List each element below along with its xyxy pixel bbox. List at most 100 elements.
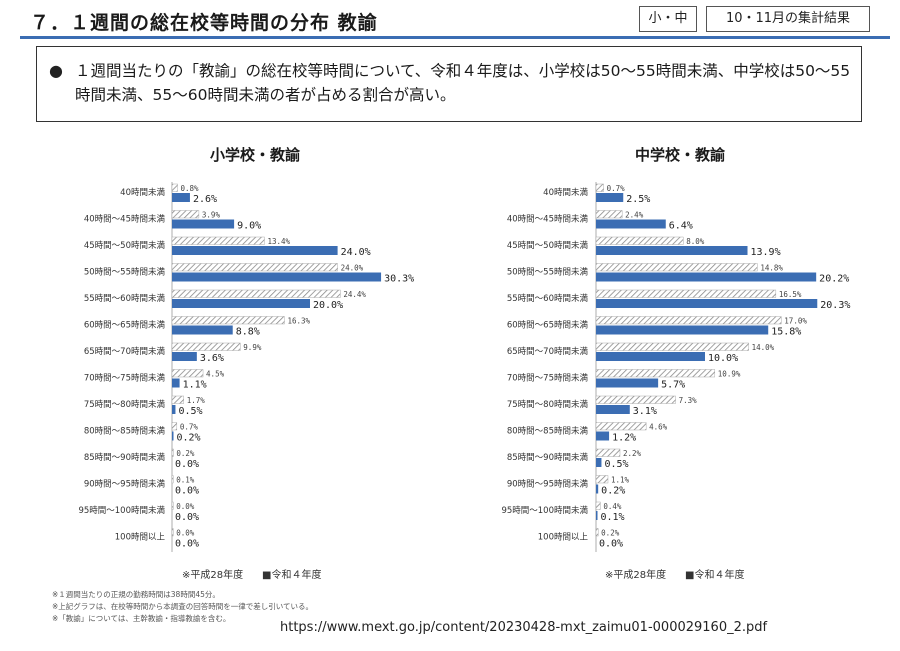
bar-old	[595, 422, 647, 431]
bar-old	[595, 475, 609, 484]
legend-old: ※平成28年度	[182, 568, 243, 581]
data-label-new: 2.6%	[193, 194, 217, 205]
source-url[interactable]: https://www.mext.go.jp/content/20230428-…	[280, 620, 768, 635]
data-label-new: 3.1%	[633, 406, 657, 417]
footnote: ※上記グラフは、在校等時間から本調査の回答時間を一律で差し引いている。	[52, 602, 314, 611]
bar-new	[596, 431, 610, 441]
category-label: 40時間～45時間未満	[507, 214, 589, 225]
data-label-old: 24.0%	[341, 264, 364, 273]
category-label: 70時間～75時間未満	[507, 373, 589, 384]
data-label-old: 2.4%	[625, 211, 644, 220]
category-label: 80時間～85時間未満	[84, 426, 166, 437]
bar-new	[596, 246, 748, 255]
bar-old	[171, 395, 184, 404]
category-label: 60時間～65時間未満	[507, 320, 589, 331]
bar-old	[595, 342, 749, 351]
data-label-new: 3.6%	[200, 353, 224, 364]
data-label-old: 0.4%	[603, 502, 622, 511]
data-label-new: 30.3%	[384, 274, 414, 285]
bar-old	[171, 236, 265, 245]
bar-new	[596, 511, 598, 520]
data-label-old: 0.7%	[607, 184, 626, 193]
bar-old	[595, 316, 782, 325]
bar-new	[596, 405, 630, 414]
bar-new	[596, 272, 817, 282]
category-label: 75時間～80時間未満	[84, 399, 166, 410]
bar-old	[171, 422, 178, 431]
category-label: 55時間～60時間未満	[507, 293, 589, 304]
bar-new	[172, 219, 235, 229]
data-label-old: 9.9%	[243, 343, 262, 352]
data-label-old: 1.1%	[611, 476, 630, 485]
bar-old	[171, 289, 341, 298]
bar-old	[171, 316, 285, 325]
data-label-new: 0.5%	[604, 459, 628, 470]
category-label: 85時間～90時間未満	[507, 452, 589, 463]
category-label: 45時間～50時間未満	[84, 240, 166, 251]
data-label-new: 0.5%	[178, 406, 202, 417]
data-label-old: 0.2%	[176, 449, 195, 458]
data-label-new: 0.0%	[175, 486, 199, 497]
category-label: 75時間～80時間未満	[507, 399, 589, 410]
bar-old	[595, 263, 758, 272]
bar-new	[596, 193, 624, 202]
bar-new	[172, 325, 233, 335]
data-label-old: 0.0%	[176, 502, 195, 511]
category-label: 60時間～65時間未満	[84, 320, 166, 331]
bar-old	[595, 395, 676, 404]
bar-new	[596, 458, 602, 467]
bar-new	[172, 405, 176, 414]
bar-old	[595, 501, 601, 510]
bar-new	[172, 299, 310, 308]
distribution-charts: 小学校・教諭 40時間未満 0.8%2.6% 40時間～45時間未満 3.9% 9.0% 4…	[78, 146, 850, 581]
data-label-old: 0.7%	[180, 423, 199, 432]
bar-old	[171, 528, 174, 537]
bar-new	[172, 272, 382, 282]
bar-old	[171, 210, 200, 219]
category-label: 45時間～50時間未満	[507, 240, 589, 251]
chart-title: 小学校・教諭	[210, 146, 301, 164]
data-label-old: 4.6%	[649, 423, 668, 432]
bar-new	[596, 325, 769, 335]
bar-new	[596, 299, 818, 308]
category-label: 95時間～100時間未満	[78, 505, 165, 516]
data-label-new: 20.2%	[819, 274, 849, 285]
data-label-new: 20.0%	[313, 300, 343, 311]
data-label-old: 7.3%	[679, 396, 698, 405]
data-label-new: 0.2%	[177, 433, 201, 444]
bar-old	[171, 369, 204, 378]
category-label: 90時間～95時間未満	[84, 479, 166, 490]
data-label-new: 10.0%	[708, 353, 738, 364]
page-title: ７．１週間の総在校等時間の分布 教諭	[30, 12, 378, 34]
data-label-old: 13.4%	[267, 237, 290, 246]
data-label-new: 20.3%	[820, 300, 850, 311]
category-label: 40時間未満	[120, 187, 165, 198]
summary-box: ● １週間当たりの「教諭」の総在校等時間について、令和４年度は、小学校は50～5…	[36, 46, 862, 122]
bar-old	[171, 183, 178, 192]
data-label-new: 0.0%	[175, 539, 199, 550]
data-label-new: 0.1%	[601, 512, 625, 523]
category-label: 70時間～75時間未満	[84, 373, 166, 384]
bar-new	[596, 378, 659, 388]
data-label-old: 1.7%	[187, 396, 206, 405]
category-label: 100時間以上	[538, 533, 589, 543]
category-label: 40時間～45時間未満	[84, 214, 166, 225]
footnotes: ※１週間当たりの正規の勤務時間は38時間45分。 ※上記グラフは、在校等時間から…	[52, 589, 313, 625]
bar-old	[171, 475, 174, 484]
data-label-new: 6.4%	[669, 221, 693, 232]
data-label-new: 1.2%	[612, 433, 636, 444]
legend-old: ※平成28年度	[605, 568, 666, 581]
category-label: 40時間未満	[543, 187, 588, 198]
category-label: 100時間以上	[115, 533, 166, 543]
bar-old	[595, 369, 716, 378]
data-label-old: 17.0%	[784, 317, 807, 326]
data-label-old: 2.2%	[623, 449, 642, 458]
data-label-new: 8.8%	[236, 327, 260, 338]
data-label-old: 14.0%	[752, 343, 775, 352]
data-label-old: 0.0%	[176, 529, 195, 538]
legend-new: ■令和４年度	[685, 568, 744, 581]
category-label: 65時間～70時間未満	[84, 346, 166, 357]
bar-old	[595, 183, 604, 192]
footnote: ※「教諭」については、主幹教諭・指導教諭を含む。	[52, 614, 231, 623]
bar-new	[596, 484, 599, 494]
